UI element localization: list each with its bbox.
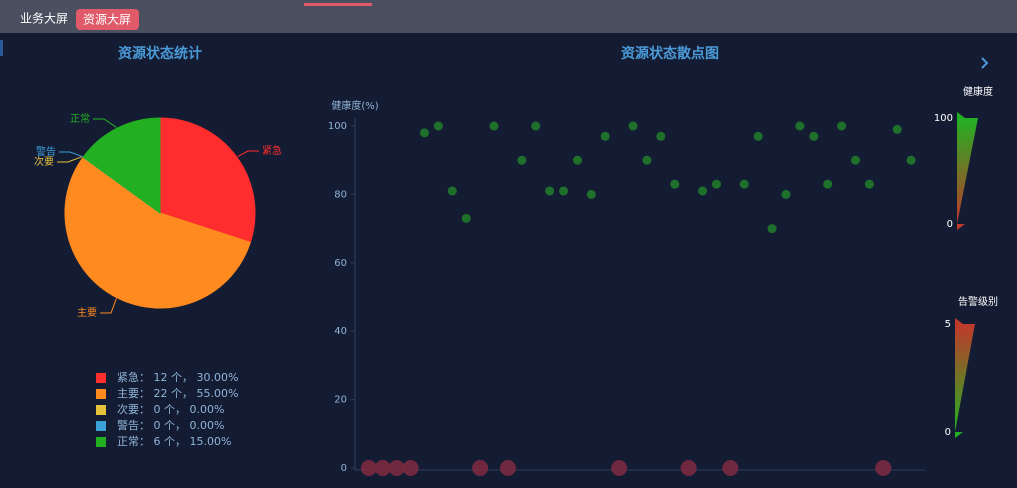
scatter-point xyxy=(823,179,833,189)
pie-slice xyxy=(64,156,251,309)
scatter-point xyxy=(875,460,892,476)
scatter-point xyxy=(572,155,582,165)
scatter-point xyxy=(360,460,377,476)
visual-map-title: 告警级别 xyxy=(958,295,998,308)
visual-map-handle xyxy=(955,318,963,324)
scatter-title: 资源状态散点图 xyxy=(621,45,719,62)
legend-swatch xyxy=(96,373,106,383)
y-tick-label: 20 xyxy=(334,395,347,406)
y-tick-label: 40 xyxy=(334,326,347,337)
scatter-point xyxy=(559,186,569,196)
pie-label: 主要 xyxy=(77,307,97,319)
scatter-point xyxy=(531,121,541,131)
visual-map-handle xyxy=(957,112,965,118)
scatter-point xyxy=(809,131,819,141)
pie-label: 次要 xyxy=(34,155,54,168)
pie-slice xyxy=(159,117,256,243)
scatter-point xyxy=(906,155,916,165)
legend-label: 紧急： 12 个， 30.00% xyxy=(117,370,238,384)
leader-line xyxy=(59,151,83,158)
scatter-point xyxy=(698,186,708,196)
top-indicator xyxy=(304,3,372,6)
scatter-point xyxy=(767,224,777,234)
scatter-point xyxy=(545,186,555,196)
legend-label: 次要： 0 个， 0.00% xyxy=(117,402,224,416)
scatter-point xyxy=(402,460,419,476)
scatter-point xyxy=(586,189,596,199)
visual-map-bar xyxy=(955,324,975,432)
visual-map-max: 100 xyxy=(934,113,953,124)
scatter-point xyxy=(461,213,471,223)
scatter-point xyxy=(499,460,516,476)
scatter-point xyxy=(850,155,860,165)
pie-title: 资源状态统计 xyxy=(118,45,202,62)
scatter-point xyxy=(517,155,527,165)
leader-line xyxy=(57,156,83,163)
visual-map-min: 0 xyxy=(947,219,953,230)
visual-map-handle xyxy=(955,432,963,438)
scatter-point xyxy=(864,179,874,189)
tab-active-bg[interactable] xyxy=(76,9,139,30)
scatter-point xyxy=(388,460,405,476)
scatter-point xyxy=(837,121,847,131)
scatter-point xyxy=(600,131,610,141)
visual-map-min: 0 xyxy=(945,427,951,438)
y-tick-label: 60 xyxy=(334,258,347,269)
pie-label: 紧急 xyxy=(262,144,282,157)
scatter-point xyxy=(433,121,443,131)
scatter-point xyxy=(472,460,489,476)
legend-label: 警告： 0 个， 0.00% xyxy=(117,418,224,432)
scatter-point xyxy=(611,460,628,476)
y-tick-label: 80 xyxy=(334,189,347,200)
pie-label: 正常 xyxy=(70,112,90,125)
scatter-point xyxy=(656,131,666,141)
legend-label: 正常： 6 个， 15.00% xyxy=(117,435,231,448)
legend-swatch xyxy=(96,437,106,447)
scatter-point xyxy=(722,460,739,476)
legend-label: 主要： 22 个， 55.00% xyxy=(117,387,238,400)
scatter-point xyxy=(670,179,680,189)
pie-label: 警告 xyxy=(36,145,56,158)
visual-map-max: 5 xyxy=(945,319,951,330)
leader-line xyxy=(100,298,117,314)
y-tick-label: 0 xyxy=(341,463,347,474)
scatter-point xyxy=(420,128,430,138)
next-arrow[interactable] xyxy=(981,57,989,69)
scatter-point xyxy=(781,189,791,199)
left-edge xyxy=(0,40,3,56)
scatter-point xyxy=(642,155,652,165)
scatter-point xyxy=(753,131,763,141)
visual-map-handle xyxy=(957,224,965,230)
scatter-point xyxy=(447,186,457,196)
visual-map-bar xyxy=(957,118,978,224)
legend-swatch xyxy=(96,405,106,415)
legend-swatch xyxy=(96,421,106,431)
leader-line xyxy=(237,150,259,158)
pie-slice xyxy=(82,117,161,214)
top-bar xyxy=(0,0,1017,33)
legend-swatch xyxy=(96,389,106,399)
scatter-point xyxy=(374,460,391,476)
tab[interactable]: 业务大屏 xyxy=(20,11,68,26)
y-axis-label: 健康度(%) xyxy=(331,99,378,112)
scatter-point xyxy=(489,121,499,131)
tab-active[interactable]: 资源大屏 xyxy=(83,13,131,27)
scatter-point xyxy=(739,179,749,189)
scatter-point xyxy=(680,460,697,476)
y-tick-label: 100 xyxy=(328,121,347,132)
visual-map-title: 健康度 xyxy=(963,85,993,98)
scatter-point xyxy=(711,179,721,189)
scatter-point xyxy=(892,124,902,134)
scatter-point xyxy=(795,121,805,131)
scatter-point xyxy=(628,121,638,131)
leader-line xyxy=(93,118,117,128)
